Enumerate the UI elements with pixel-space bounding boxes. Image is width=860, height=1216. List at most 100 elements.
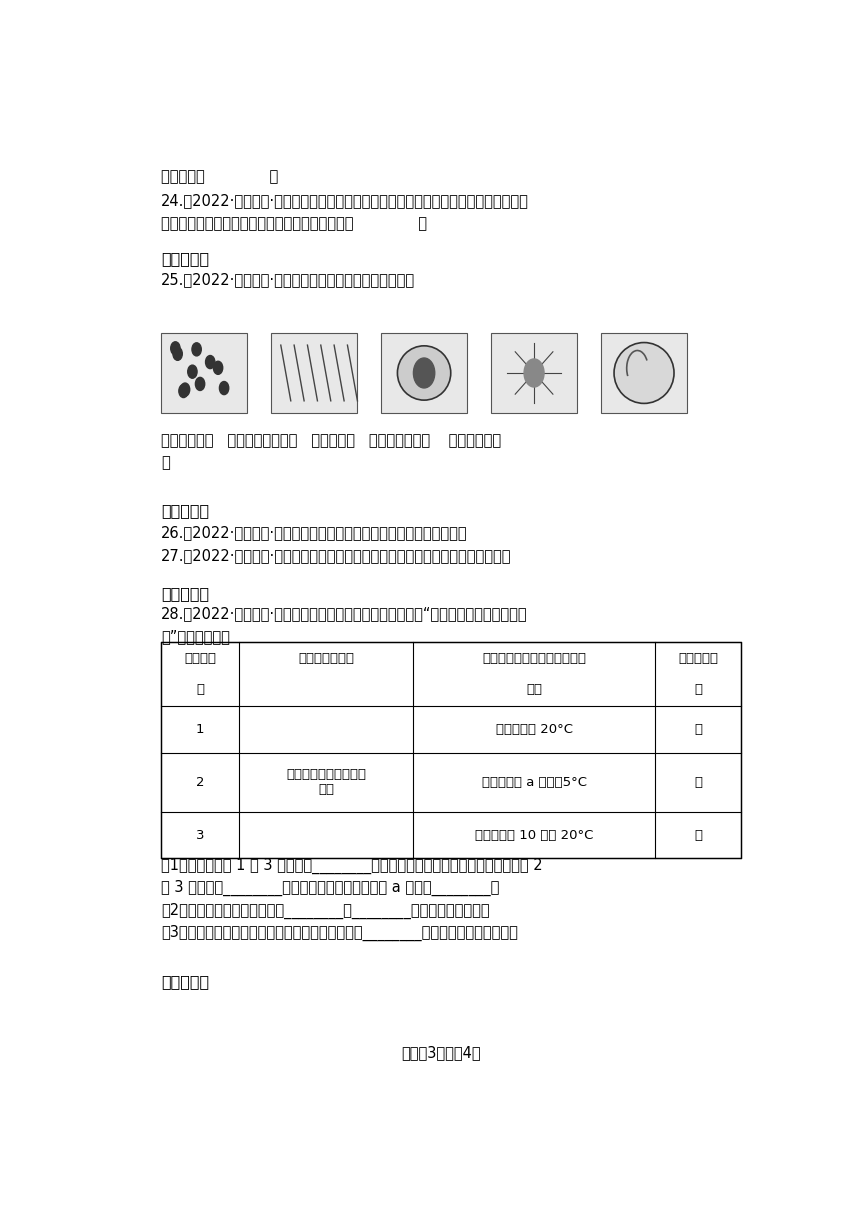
Text: 在面包上滴 10 滴水 20°C: 在面包上滴 10 滴水 20°C: [475, 828, 593, 841]
Point: [529, 366, 539, 381]
Text: 试卷第3页，关4页: 试卷第3页，关4页: [401, 1045, 481, 1060]
Line: 2 pts: 2 pts: [515, 351, 534, 373]
Line: 2 pts: 2 pts: [280, 345, 291, 401]
Text: 度: 度: [694, 683, 702, 697]
Text: 面包所做的处理: 面包所做的处理: [298, 652, 354, 665]
Point: [529, 366, 539, 381]
Point: [408, 851, 418, 866]
Circle shape: [192, 343, 201, 356]
Text: 同）: 同）: [526, 683, 543, 697]
Bar: [381, 333, 468, 412]
Text: 七、综合题: 七、综合题: [161, 974, 209, 989]
Point: [735, 635, 746, 649]
Point: [510, 387, 520, 401]
Text: 在每块面包上放等量的
霉菌: 在每块面包上放等量的 霉菌: [286, 769, 366, 796]
Circle shape: [195, 377, 205, 390]
Point: [408, 635, 418, 649]
Text: 1: 1: [196, 722, 205, 736]
Point: [556, 366, 566, 381]
Text: 2: 2: [196, 776, 205, 789]
Point: [529, 366, 539, 381]
Text: 慢: 慢: [694, 722, 702, 736]
Point: [529, 366, 539, 381]
Circle shape: [173, 348, 182, 360]
Bar: [491, 333, 577, 412]
Bar: [600, 333, 687, 412]
Text: 四、连线题: 四、连线题: [161, 250, 209, 266]
Text: 24.（2022·河北沧州·统考小升初真题）食物从进入人体到排出体外，整个过程并不经过: 24.（2022·河北沧州·统考小升初真题）食物从进入人体到排出体外，整个过程并…: [161, 193, 529, 208]
Text: 干燥的面包 20°C: 干燥的面包 20°C: [496, 722, 573, 736]
Text: 慢: 慢: [694, 776, 702, 789]
Point: [529, 366, 539, 381]
Text: 面包所处的环境（其他条件相: 面包所处的环境（其他条件相: [482, 652, 587, 665]
Line: 2 pts: 2 pts: [347, 345, 358, 401]
Bar: [161, 642, 740, 858]
Text: 25.（2022·河北沧州·统考小升初真题）将图片与名称连线: 25.（2022·河北沧州·统考小升初真题）将图片与名称连线: [161, 272, 415, 287]
Point: [650, 851, 660, 866]
Circle shape: [219, 382, 229, 395]
Bar: [271, 333, 358, 412]
Point: [548, 387, 558, 401]
Ellipse shape: [397, 345, 451, 400]
Point: [650, 635, 660, 649]
Point: [735, 851, 746, 866]
Text: 人的神经细胞   人的口腔黏膜细胞   人的血细胞   动物的表皮细胞    植物的表皮细: 人的神经细胞 人的口腔黏膜细胞 人的血细胞 动物的表皮细胞 植物的表皮细: [161, 433, 501, 449]
Point: [529, 336, 539, 350]
Text: 胞: 胞: [161, 455, 169, 469]
Point: [299, 394, 310, 409]
Point: [156, 635, 166, 649]
Text: 塑料袋编: 塑料袋编: [184, 652, 216, 665]
Line: 2 pts: 2 pts: [308, 345, 317, 401]
Text: 五、简答题: 五、简答题: [161, 503, 209, 518]
Text: 号: 号: [196, 683, 204, 697]
Point: [275, 338, 286, 353]
Point: [234, 851, 244, 866]
Circle shape: [213, 361, 223, 375]
Point: [312, 394, 322, 409]
Point: [529, 366, 539, 381]
Point: [353, 394, 363, 409]
Line: 2 pts: 2 pts: [534, 373, 553, 394]
Point: [326, 394, 336, 409]
Point: [342, 338, 353, 353]
Circle shape: [524, 359, 544, 387]
Point: [289, 338, 299, 353]
Circle shape: [187, 365, 197, 378]
Text: 脂肪肝。（              ）: 脂肪肝。（ ）: [161, 169, 278, 185]
Text: （2）从表中可以推断出霉菌在________和________的环境下生长的快。: （2）从表中可以推断出霉菌在________和________的环境下生长的快。: [161, 902, 489, 918]
Text: 26.（2022·河北沧州·统考小升初真题）当你进入青春期后应注意什么？: 26.（2022·河北沧州·统考小升初真题）当你进入青春期后应注意什么？: [161, 525, 468, 540]
Text: 肝脏，因此，肝脏在整个消化系统中不起作用。（              ）: 肝脏，因此，肝脏在整个消化系统中不起作用。（ ）: [161, 216, 427, 231]
Ellipse shape: [614, 343, 674, 404]
Circle shape: [414, 358, 435, 388]
Point: [502, 366, 513, 381]
Text: 3: 3: [196, 828, 205, 841]
Text: 六、实验题: 六、实验题: [161, 586, 209, 601]
Point: [286, 394, 296, 409]
Point: [329, 338, 339, 353]
Point: [316, 338, 326, 353]
Text: （1）对比塑料袋 1 和 3 可以探究________对霉菌生长速度的影响；如果对比塑料袋 2: （1）对比塑料袋 1 和 3 可以探究________对霉菌生长速度的影响；如果…: [161, 857, 543, 874]
Circle shape: [171, 342, 180, 355]
Bar: [161, 333, 248, 412]
Text: 快: 快: [694, 828, 702, 841]
Circle shape: [181, 383, 190, 396]
Line: 2 pts: 2 pts: [294, 345, 304, 401]
Point: [529, 366, 539, 381]
Text: （3）学以致用：一天，妈妈买的肉多了，你建议用________的方法延长肉的保质期。: （3）学以致用：一天，妈妈买的肉多了，你建议用________的方法延长肉的保质…: [161, 925, 518, 941]
Text: 快”的实验记录。: 快”的实验记录。: [161, 629, 230, 644]
Point: [548, 344, 558, 359]
Line: 2 pts: 2 pts: [534, 351, 553, 373]
Point: [234, 635, 244, 649]
Circle shape: [179, 384, 188, 398]
Point: [156, 851, 166, 866]
Line: 2 pts: 2 pts: [321, 345, 331, 401]
Point: [339, 394, 349, 409]
Text: 和 3 可以探究________对霉菌生长速度的影响，且 a 的値是________。: 和 3 可以探究________对霉菌生长速度的影响，且 a 的値是______…: [161, 880, 499, 896]
Point: [529, 395, 539, 410]
Text: 28.（2022·河北保定·统考小升初真题）下面是实验小组探究“在什么条件下霉菌生长的: 28.（2022·河北保定·统考小升初真题）下面是实验小组探究“在什么条件下霉菌…: [161, 607, 527, 621]
Point: [529, 366, 539, 381]
Line: 2 pts: 2 pts: [334, 345, 344, 401]
Circle shape: [206, 355, 215, 368]
Point: [510, 344, 520, 359]
Text: 27.（2022·河北沧州·统考小升初真题）生活中哪些因素会影响到呼吸系统的健康？: 27.（2022·河北沧州·统考小升初真题）生活中哪些因素会影响到呼吸系统的健康…: [161, 548, 512, 563]
